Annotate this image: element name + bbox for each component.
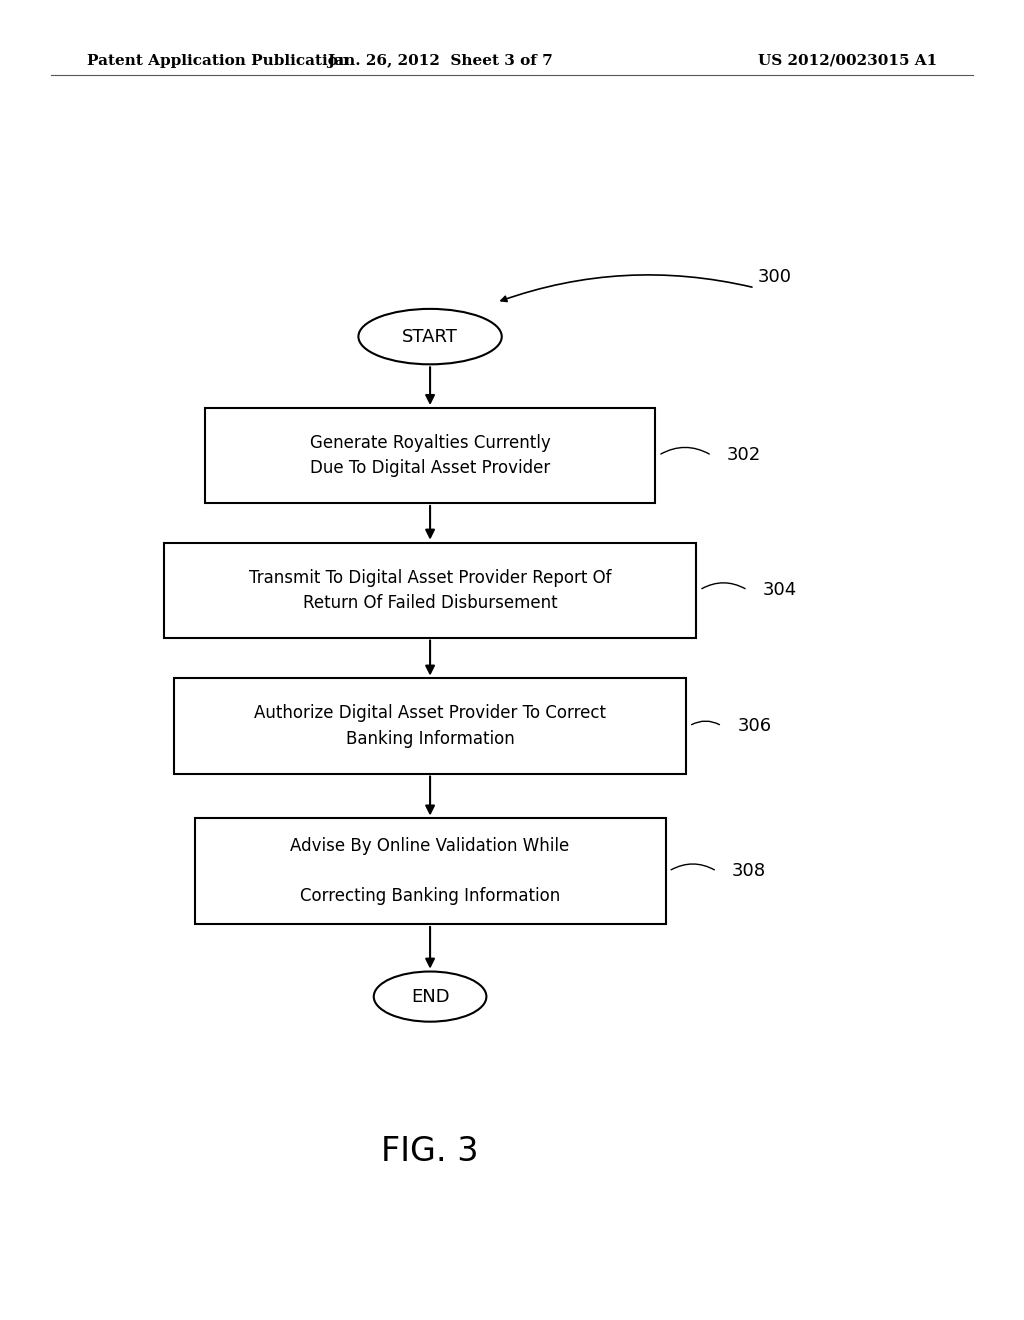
Ellipse shape — [374, 972, 486, 1022]
Text: 308: 308 — [732, 862, 766, 880]
Text: Advise By Online Validation While

Correcting Banking Information: Advise By Online Validation While Correc… — [291, 837, 569, 906]
Text: START: START — [402, 327, 458, 346]
FancyBboxPatch shape — [174, 678, 686, 774]
Text: Jan. 26, 2012  Sheet 3 of 7: Jan. 26, 2012 Sheet 3 of 7 — [328, 54, 553, 67]
Text: 302: 302 — [727, 446, 761, 465]
Text: US 2012/0023015 A1: US 2012/0023015 A1 — [758, 54, 937, 67]
FancyBboxPatch shape — [205, 408, 655, 503]
Text: END: END — [411, 987, 450, 1006]
Text: Generate Royalties Currently
Due To Digital Asset Provider: Generate Royalties Currently Due To Digi… — [309, 434, 551, 477]
FancyBboxPatch shape — [195, 818, 666, 924]
Text: 306: 306 — [737, 717, 771, 735]
Text: FIG. 3: FIG. 3 — [381, 1134, 479, 1167]
Text: Authorize Digital Asset Provider To Correct
Banking Information: Authorize Digital Asset Provider To Corr… — [254, 705, 606, 747]
Text: 304: 304 — [763, 581, 797, 599]
Ellipse shape — [358, 309, 502, 364]
Text: Patent Application Publication: Patent Application Publication — [87, 54, 349, 67]
Text: Transmit To Digital Asset Provider Report Of
Return Of Failed Disbursement: Transmit To Digital Asset Provider Repor… — [249, 569, 611, 611]
Text: 300: 300 — [758, 268, 792, 286]
FancyBboxPatch shape — [164, 543, 696, 638]
